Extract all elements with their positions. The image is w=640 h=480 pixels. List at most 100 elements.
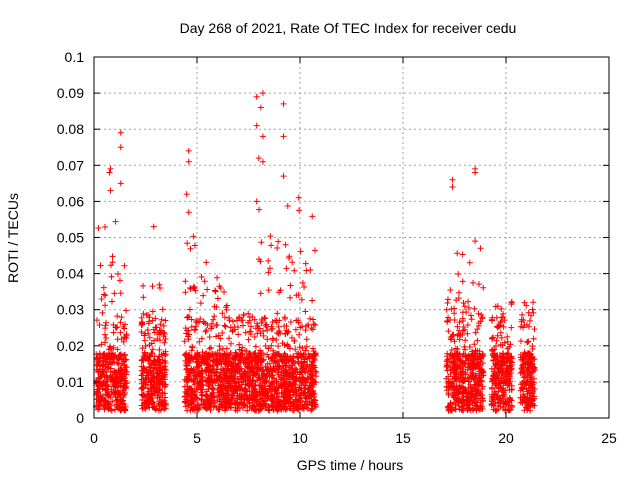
data-point: [231, 378, 238, 385]
data-point: [209, 358, 216, 365]
data-point: [501, 377, 508, 384]
data-point: [525, 338, 532, 345]
data-point: [231, 400, 238, 407]
data-point: [304, 395, 311, 402]
data-point: [191, 242, 198, 249]
data-point: [310, 321, 317, 328]
data-point: [460, 390, 467, 397]
data-point: [149, 391, 156, 398]
data-point: [121, 384, 128, 391]
y-tick-label: 0: [76, 410, 84, 426]
data-point: [530, 368, 537, 375]
data-point: [524, 364, 531, 371]
data-point: [303, 267, 310, 274]
data-point: [283, 322, 290, 329]
data-point: [445, 390, 452, 397]
data-point-outlier: [449, 183, 456, 190]
data-point: [475, 281, 482, 288]
data-point: [118, 355, 125, 362]
data-point: [182, 289, 189, 296]
data-point: [289, 259, 296, 266]
data-point: [146, 334, 153, 341]
data-point: [448, 352, 455, 359]
data-point: [111, 406, 118, 413]
data-point: [448, 346, 455, 353]
data-point: [225, 385, 232, 392]
data-point: [221, 322, 228, 329]
data-point: [185, 398, 192, 405]
data-point: [112, 324, 119, 331]
data-point: [210, 402, 217, 409]
data-point: [284, 202, 291, 209]
data-point: [499, 350, 506, 357]
data-point: [104, 399, 111, 406]
data-point: [183, 354, 190, 361]
data-point: [161, 339, 168, 346]
data-point: [214, 274, 221, 281]
data-point: [109, 259, 116, 266]
data-point: [262, 374, 269, 381]
data-point: [140, 384, 147, 391]
data-point: [523, 404, 530, 411]
data-point: [138, 328, 145, 335]
data-point: [195, 406, 202, 413]
data-point: [228, 373, 235, 380]
data-point: [156, 281, 163, 288]
data-point: [519, 311, 526, 318]
data-point: [188, 316, 195, 323]
data-point: [156, 403, 163, 410]
data-point: [98, 398, 105, 405]
data-point: [471, 394, 478, 401]
data-point: [159, 376, 166, 383]
data-point: [523, 302, 530, 309]
data-point: [454, 250, 461, 257]
data-point: [508, 324, 515, 331]
data-point: [477, 353, 484, 360]
data-point: [145, 376, 152, 383]
data-point: [286, 405, 293, 412]
data-point: [225, 374, 232, 381]
data-point: [154, 368, 161, 375]
data-point: [117, 382, 124, 389]
data-point: [144, 327, 151, 334]
data-point: [116, 369, 123, 375]
data-point: [157, 285, 164, 292]
data-point: [530, 335, 537, 342]
data-point: [181, 338, 188, 345]
data-point: [187, 407, 194, 414]
data-point: [303, 323, 310, 330]
data-point: [235, 331, 242, 338]
data-point: [444, 367, 451, 374]
data-point: [310, 397, 317, 404]
data-point: [160, 405, 167, 412]
data-point: [265, 353, 272, 360]
axis-ticks: 0 5 10 15 20 25 0 0.01 0.02 0.03 0.04 0.05 0.06 0.07 0…: [57, 49, 617, 446]
data-point: [449, 363, 456, 370]
data-point: [279, 356, 286, 363]
data-point: [202, 391, 209, 398]
data-point: [219, 329, 226, 336]
data-point: [452, 374, 459, 381]
data-point: [215, 406, 222, 413]
data-point: [123, 307, 130, 314]
data-point: [301, 283, 308, 290]
data-point: [193, 394, 200, 401]
data-point: [445, 384, 452, 391]
data-point: [459, 363, 466, 370]
data-point: [110, 353, 117, 360]
data-point: [311, 364, 318, 371]
data-point: [518, 384, 525, 391]
data-point: [104, 378, 111, 385]
data-point: [138, 376, 145, 383]
data-point-outlier: [449, 176, 456, 183]
data-point: [464, 375, 471, 382]
data-point: [161, 331, 168, 338]
data-point: [120, 323, 127, 330]
data-point-outlier: [472, 169, 479, 176]
data-point-outlier: [259, 158, 266, 165]
data-point: [451, 338, 458, 345]
data-point: [282, 315, 289, 322]
data-point: [98, 341, 105, 348]
data-point: [508, 301, 515, 308]
